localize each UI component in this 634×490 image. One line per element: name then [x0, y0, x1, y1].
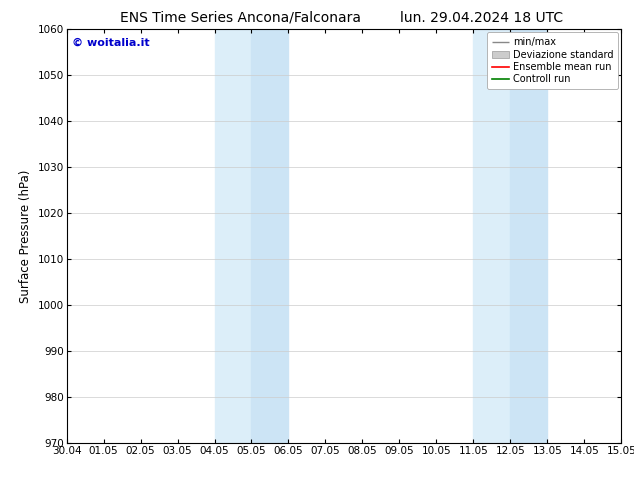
- Bar: [510, 29, 547, 443]
- Bar: [252, 29, 288, 443]
- Text: lun. 29.04.2024 18 UTC: lun. 29.04.2024 18 UTC: [400, 11, 564, 25]
- Y-axis label: Surface Pressure (hPa): Surface Pressure (hPa): [19, 170, 32, 303]
- Bar: [474, 29, 510, 443]
- Legend: min/max, Deviazione standard, Ensemble mean run, Controll run: min/max, Deviazione standard, Ensemble m…: [487, 32, 618, 89]
- Text: © woitalia.it: © woitalia.it: [72, 38, 150, 48]
- Bar: [214, 29, 252, 443]
- Text: ENS Time Series Ancona/Falconara: ENS Time Series Ancona/Falconara: [120, 11, 361, 25]
